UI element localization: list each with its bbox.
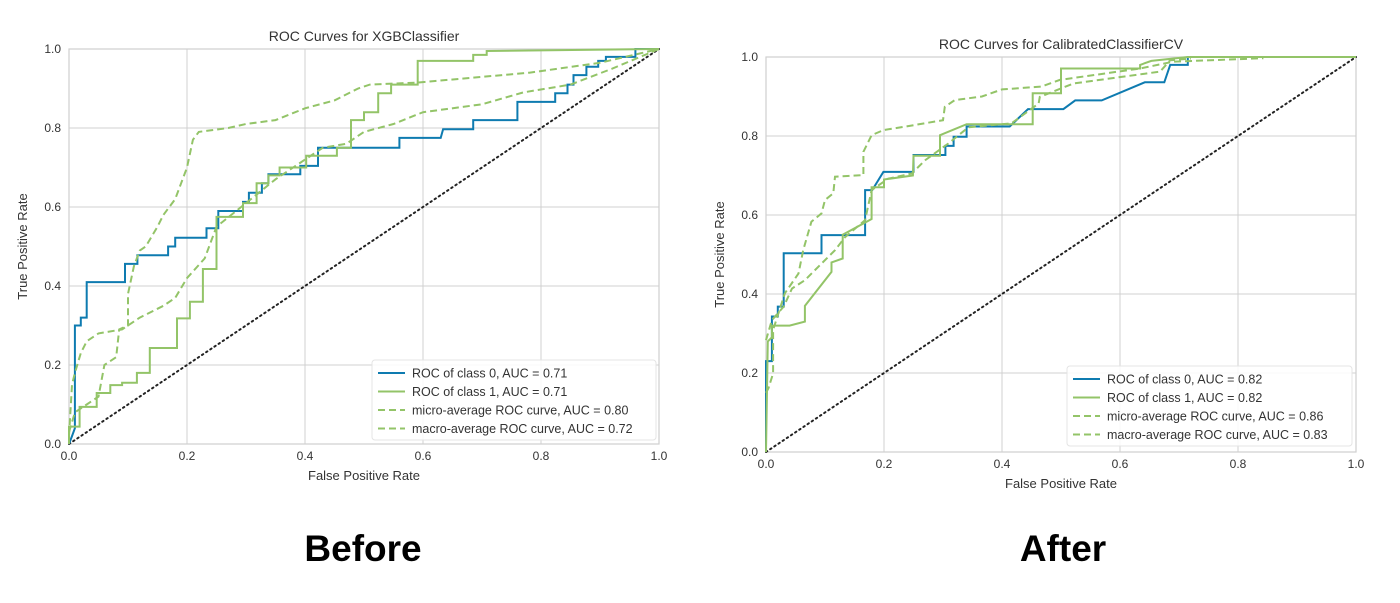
x-axis-label: False Positive Rate (308, 468, 420, 483)
x-tick-label: 1.0 (1348, 457, 1365, 471)
x-tick-label: 0.0 (758, 457, 775, 471)
x-tick-label: 0.4 (297, 449, 314, 463)
x-axis-label: False Positive Rate (1005, 476, 1117, 491)
legend-entry: ROC of class 0, AUC = 0.82 (1107, 373, 1262, 387)
legend: ROC of class 0, AUC = 0.82 ROC of class 1… (1066, 365, 1353, 447)
legend-entry: ROC of class 1, AUC = 0.82 (1107, 391, 1262, 405)
y-tick-label: 1.0 (741, 50, 758, 64)
series-line-2 (765, 57, 1264, 394)
y-axis-label: True Positive Rate (712, 201, 727, 307)
legend-entry: macro-average ROC curve, AUC = 0.83 (1107, 428, 1328, 442)
y-tick-label: 0.8 (741, 129, 758, 143)
y-tick-label: 0.4 (741, 287, 758, 301)
legend: ROC of class 0, AUC = 0.71 ROC of class 1… (371, 359, 657, 441)
x-tick-label: 0.6 (1112, 457, 1129, 471)
y-tick-label: 0.6 (741, 208, 758, 222)
series-line-0 (68, 48, 659, 445)
y-tick-label: 0.8 (44, 121, 61, 135)
roc-chart-before: 0.0 0.2 0.4 0.6 0.8 1.0 0.0 0.2 0.4 0.6 0.8 1.0 ROC… (15, 28, 668, 483)
y-tick-label: 0.2 (741, 366, 758, 380)
x-tick-label: 0.2 (179, 449, 196, 463)
series-line-2 (68, 48, 660, 433)
legend-entry: ROC of class 0, AUC = 0.71 (412, 367, 567, 381)
series-line-3 (68, 48, 660, 437)
series-line-1 (765, 56, 1356, 453)
roc-chart-after: 0.0 0.2 0.4 0.6 0.8 1.0 0.0 0.2 0.4 0.6 0.8 1.0 ROC… (712, 36, 1365, 491)
x-tick-label: 0.0 (61, 449, 78, 463)
chance-diagonal-line (68, 48, 660, 445)
legend-entry: micro-average ROC curve, AUC = 0.80 (412, 404, 628, 418)
x-tick-label: 0.4 (994, 457, 1011, 471)
y-tick-label: 0.0 (44, 437, 61, 451)
y-tick-label: 0.2 (44, 358, 61, 372)
legend-entry: macro-average ROC curve, AUC = 0.72 (412, 422, 633, 436)
legend-entry: ROC of class 1, AUC = 0.71 (412, 385, 567, 399)
y-axis-label: True Positive Rate (15, 193, 30, 299)
y-tick-label: 0.6 (44, 200, 61, 214)
chart-title: ROC Curves for CalibratedClassifierCV (939, 36, 1184, 52)
legend-box (371, 359, 657, 441)
x-tick-label: 0.6 (415, 449, 432, 463)
plot-frame (68, 48, 660, 445)
series-line-3 (765, 57, 1191, 341)
legend-entry: micro-average ROC curve, AUC = 0.86 (1107, 410, 1323, 424)
caption-before: Before (304, 528, 422, 569)
caption-after: After (1019, 528, 1107, 569)
x-tick-label: 0.8 (1230, 457, 1247, 471)
x-tick-label: 0.2 (876, 457, 893, 471)
x-tick-label: 1.0 (651, 449, 668, 463)
plot-frame (765, 56, 1357, 453)
y-tick-label: 0.4 (44, 279, 61, 293)
chance-diagonal-line (765, 56, 1357, 453)
x-tick-label: 0.8 (533, 449, 550, 463)
legend-box (1066, 365, 1353, 447)
series-line-1 (68, 48, 660, 444)
y-tick-label: 1.0 (44, 42, 61, 56)
chart-title: ROC Curves for XGBClassifier (269, 28, 460, 44)
y-tick-label: 0.0 (741, 445, 758, 459)
